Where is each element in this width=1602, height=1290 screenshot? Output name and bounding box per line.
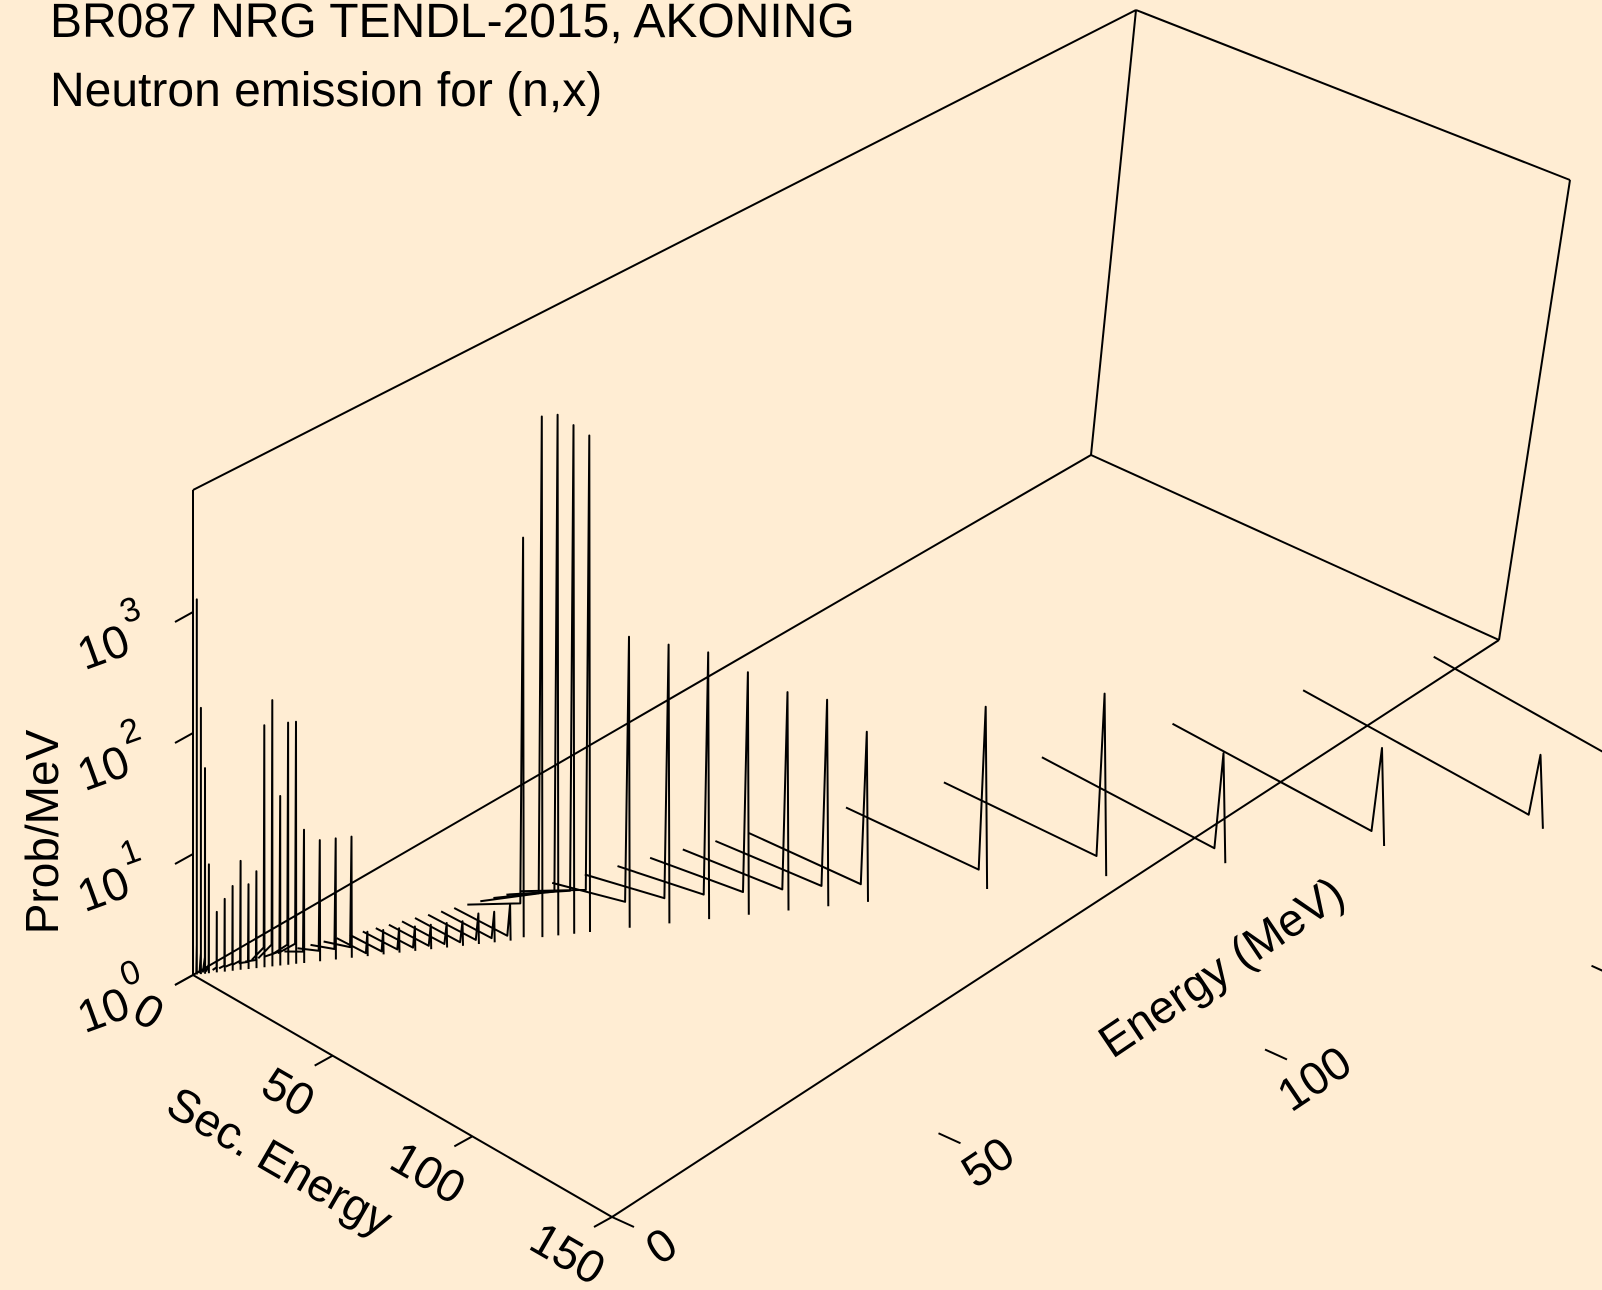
axis-label-prob: Prob/MeV — [16, 729, 68, 934]
axis-label-energy: Energy (MeV) — [1089, 866, 1353, 1068]
y-tick-label-2: 100 — [1268, 1035, 1361, 1121]
spectrum-trace-31 — [493, 415, 558, 936]
x-tick-mark-1 — [315, 1056, 333, 1066]
spectrum-trace-39 — [715, 700, 828, 906]
spectrum-trace-29 — [467, 538, 523, 938]
chart-title: BR087 NRG TENDL-2015, AKONING — [50, 0, 855, 48]
y-tick-mark-1 — [939, 1133, 961, 1143]
spectrum-trace-9 — [245, 871, 256, 968]
spectrum-trace-46 — [1434, 657, 1602, 812]
axis-top-right-edge — [1136, 10, 1570, 180]
spectrum-trace-1 — [200, 708, 201, 974]
x-tick-label-1: 50 — [254, 1057, 324, 1128]
z-tick-label-2: 102 — [64, 710, 156, 801]
z-tick-mark-0 — [175, 975, 193, 985]
spectrum-trace-36 — [618, 652, 710, 919]
spectrum-trace-43 — [1042, 753, 1225, 863]
y-tick-label-3: 150 — [1594, 951, 1602, 1037]
spectrum-trace-44 — [1173, 724, 1385, 846]
axis-floor-left-edge — [193, 455, 1091, 975]
x-tick-mark-2 — [454, 1136, 472, 1146]
z-tick-mark-1 — [175, 854, 193, 864]
chart-subtitle: Neutron emission for (n,x) — [50, 64, 602, 117]
y-tick-mark-0 — [612, 1217, 634, 1227]
spectrum-trace-5 — [219, 899, 225, 972]
spectrum-trace-45 — [1303, 690, 1543, 829]
spectrum-trace-6 — [226, 886, 233, 971]
spectrum-trace-16 — [298, 840, 321, 961]
z-tick-label-3: 103 — [64, 589, 156, 680]
spectrum-trace-40 — [748, 732, 868, 902]
axis-floor-back-edge — [1091, 455, 1499, 640]
y-tick-mark-3 — [1592, 966, 1602, 976]
axis-box — [193, 10, 1570, 1217]
y-tick-label-0: 0 — [636, 1217, 686, 1274]
spectrum-trace-10 — [252, 725, 265, 967]
x-tick-mark-3 — [594, 1217, 612, 1227]
axis-energy-line — [612, 640, 1499, 1217]
spectrum-traces — [196, 415, 1602, 975]
spectrum-trace-2 — [203, 768, 205, 974]
z-tick-mark-3 — [175, 612, 193, 622]
y-tick-mark-2 — [1265, 1050, 1287, 1060]
y-tick-label-1: 50 — [952, 1126, 1024, 1198]
z-tick-mark-2 — [175, 733, 193, 743]
spectrum-trace-3 — [206, 864, 209, 973]
spectrum-trace-30 — [480, 417, 542, 938]
spectrum-trace-0 — [196, 599, 197, 974]
z-tick-label-1: 101 — [64, 831, 156, 922]
spectrum-trace-38 — [683, 692, 789, 910]
spectrum-trace-42 — [944, 694, 1106, 877]
axis-back-left-vertical — [1091, 10, 1136, 455]
axis-back-right-vertical — [1499, 180, 1570, 640]
